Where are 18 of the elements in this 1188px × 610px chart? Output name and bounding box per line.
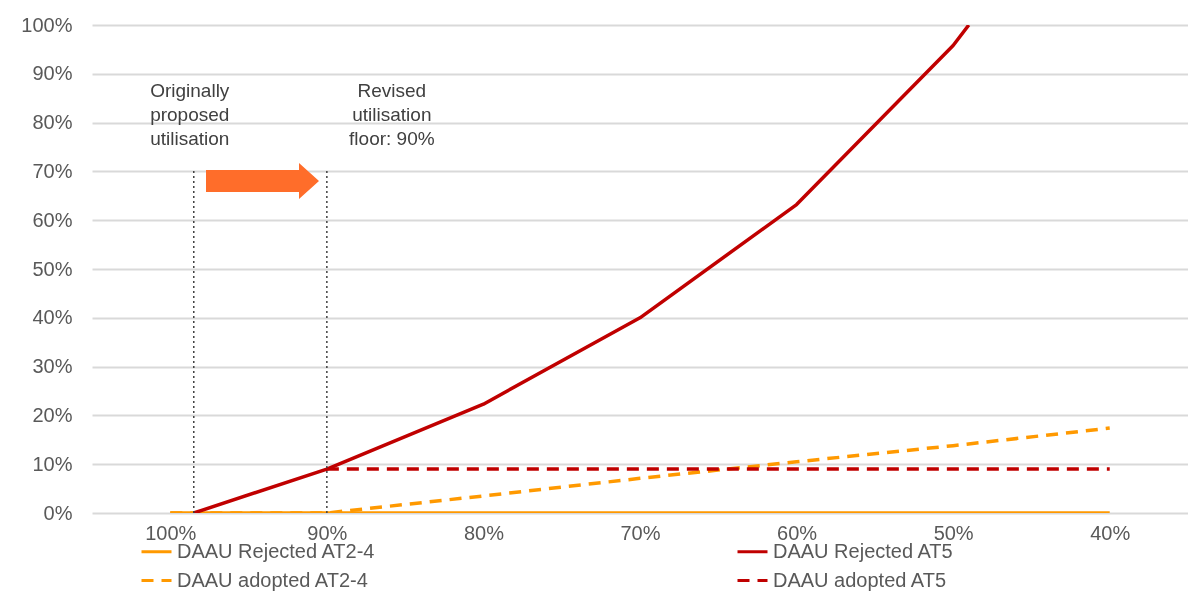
legend-label: DAAU adopted AT2-4: [177, 568, 368, 591]
y-tick-label: 60%: [32, 208, 73, 231]
y-tick-label: 40%: [32, 306, 73, 329]
x-tick-label: 70%: [620, 521, 661, 544]
legend-label: DAAU adopted AT5: [773, 568, 947, 591]
y-tick-label: 100%: [21, 13, 73, 36]
x-tick-label: 80%: [463, 521, 505, 544]
y-tick-label: 70%: [32, 159, 73, 182]
y-tick-label: 10%: [32, 452, 73, 475]
ref-line-label: Originally proposed utilisation: [150, 80, 230, 149]
y-tick-label: 80%: [32, 111, 73, 134]
x-tick-label: 40%: [1090, 521, 1131, 544]
ref-line-label: Revised utilisation floor: 90%: [349, 80, 435, 149]
y-tick-label: 20%: [32, 403, 73, 426]
y-tick-label: 0%: [43, 501, 73, 524]
y-tick-label: 50%: [32, 257, 73, 280]
y-tick-label: 90%: [32, 62, 73, 85]
y-tick-label: 30%: [32, 355, 73, 378]
